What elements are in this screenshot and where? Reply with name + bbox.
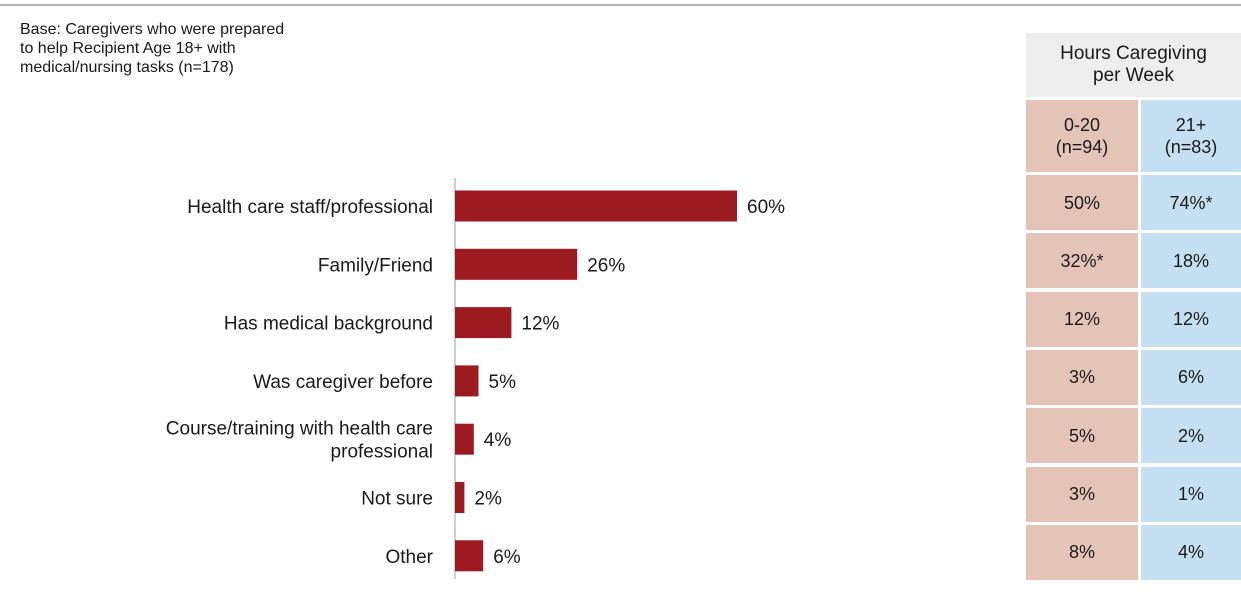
- bar: [455, 423, 474, 455]
- panel-title: Hours Caregiving per Week: [1026, 33, 1241, 97]
- table-cell: 2%: [1141, 408, 1241, 464]
- base-note: Base: Caregivers who were prepared to he…: [20, 21, 285, 76]
- table-cell: 3%: [1026, 349, 1138, 405]
- category-label: Other: [385, 547, 433, 568]
- data-label: 60%: [747, 197, 785, 218]
- data-label: 12%: [521, 314, 559, 335]
- table-cell: 5%: [1026, 408, 1138, 464]
- column-header: 21+ (n=83): [1141, 100, 1241, 172]
- bar: [455, 190, 737, 222]
- data-label: 5%: [489, 372, 517, 393]
- category-label: Health care staff/professional: [187, 197, 433, 218]
- hours-caregiving-panel: Hours Caregiving per Week 0-20 (n=94) 21+…: [1026, 33, 1241, 582]
- category-label: Family/Friend: [318, 255, 433, 276]
- table-cell: 6%: [1141, 349, 1241, 405]
- category-label: Was caregiver before: [253, 372, 433, 393]
- table-cell: 18%: [1141, 233, 1241, 289]
- table-cell: 74%*: [1141, 175, 1241, 230]
- bar-chart: 60% Health care staff/professional 26% Fami…: [166, 178, 785, 579]
- data-label: 4%: [484, 430, 512, 451]
- data-label: 26%: [587, 255, 625, 276]
- category-label: Has medical background: [224, 314, 433, 335]
- table-cell: 50%: [1026, 175, 1138, 230]
- bar: [455, 365, 479, 397]
- table-cell: 32%*: [1026, 233, 1138, 289]
- table-cell: 4%: [1141, 524, 1241, 580]
- table-cell: 1%: [1141, 466, 1241, 522]
- table-cell: 8%: [1026, 524, 1138, 580]
- column-header: 0-20 (n=94): [1026, 100, 1138, 172]
- bar: [455, 307, 512, 339]
- category-label: Course/training with health care professi…: [166, 419, 433, 463]
- top-divider: [0, 4, 1241, 6]
- bar: [455, 248, 578, 280]
- bar: [455, 482, 465, 513]
- data-label: 6%: [493, 547, 521, 568]
- table-cell: 12%: [1141, 291, 1241, 347]
- category-label: Not sure: [361, 489, 433, 510]
- table-cell: 3%: [1026, 466, 1138, 522]
- data-label: 2%: [474, 489, 502, 510]
- bar: [455, 540, 484, 572]
- table-cell: 12%: [1026, 291, 1138, 347]
